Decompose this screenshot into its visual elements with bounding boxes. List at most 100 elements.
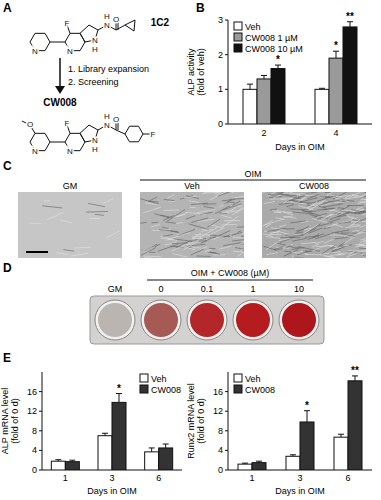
cell [323,239,333,243]
cell [325,192,346,193]
cell [232,239,244,241]
cell [285,244,293,246]
legend-label: Veh [151,374,167,384]
error-bar [163,444,169,448]
cell [274,212,281,213]
bar-chart: Runx2 mRNA level(fold of 0 d)0481216136D… [186,365,372,496]
atom-label: O [113,15,119,24]
bar [329,58,343,124]
cell [242,244,244,245]
cell [220,204,227,207]
cell [310,223,321,230]
y-axis [228,20,229,124]
cell [186,212,206,214]
background [0,0,381,500]
legend-label: CW008 [151,385,181,395]
error-bar [290,455,296,456]
error-bar [338,434,344,437]
y-tick-label: 8 [218,426,223,436]
cell [30,223,42,225]
cell [328,209,347,213]
x-tick-label: 2 [261,128,266,138]
legend: VehCW008 [140,374,181,395]
cell [178,229,195,235]
atom-label: N [104,21,110,30]
cell [269,198,286,200]
cell [240,199,244,200]
legend-swatch [234,44,242,52]
cell [262,192,272,193]
cell [150,197,157,201]
y-tick-label: 12 [27,406,37,416]
error-bar [347,22,353,27]
cell [290,208,309,210]
scale-bar [26,251,48,253]
cell [360,235,366,240]
image-bg [140,192,244,258]
well-rim [187,300,227,340]
error-bar [247,84,253,89]
atom-label: F [65,19,70,28]
error-bar [261,75,267,78]
plot-area [243,22,357,124]
y-tick-label: 0 [218,119,223,129]
cell [267,228,286,231]
cell [103,199,113,204]
cell [359,235,366,244]
y-tick-label: 1 [218,84,223,94]
cell [292,256,312,258]
bar [348,381,362,470]
well-stain [282,303,316,337]
cell [145,257,164,258]
cell [141,248,156,256]
plot-area [51,394,172,470]
cell [219,246,232,250]
cell [223,243,241,246]
error-bar [333,51,339,58]
cell [221,210,233,214]
bond [116,25,125,30]
well-stain [144,303,178,337]
figure: ABCDEFNNNHNHO1C21. Library expansion2. S… [0,0,381,500]
well-label: 0 [158,284,163,294]
error-bar [319,88,325,89]
x-tick-label: 6 [345,473,350,483]
cell [232,232,242,235]
micrograph [140,192,244,258]
plate [90,296,324,344]
cell [289,193,305,194]
step-label: 1. Library expansion [68,64,149,74]
cell [323,214,332,220]
atom-label: H [92,145,98,154]
atom-label: N [92,36,98,45]
well-stain [190,303,224,337]
cell [341,232,358,233]
cell [313,245,328,251]
cell [270,209,277,210]
atom-label: N [67,147,73,156]
cell [263,246,275,250]
annotations: * [117,383,121,394]
panel-label: D [3,261,12,275]
atom-label: N [104,121,110,130]
y-axis-label: ALP mRNA level [0,388,10,454]
legend: VehCW008 1 µMCW008 10 µM [234,22,303,54]
y-axis-label: (fold of 0 d) [10,398,20,444]
atom-label: O [113,115,119,124]
cell [205,249,211,252]
cell [349,218,358,220]
legend-swatch [234,33,242,41]
cell [294,257,305,258]
atom-label: H [104,12,110,21]
cell [232,206,244,215]
bar-chart: ALP mRNA level(fold of 0 d)0481216136Day… [0,372,182,496]
cell [176,222,183,223]
cell [189,201,199,203]
cell [60,220,72,223]
y-axis-label: ALP activity [186,48,196,95]
x-tick-label: 3 [109,473,114,483]
cell [196,255,210,256]
cell [221,224,236,225]
panel-label: C [3,159,12,173]
atom-label: O [27,120,33,129]
